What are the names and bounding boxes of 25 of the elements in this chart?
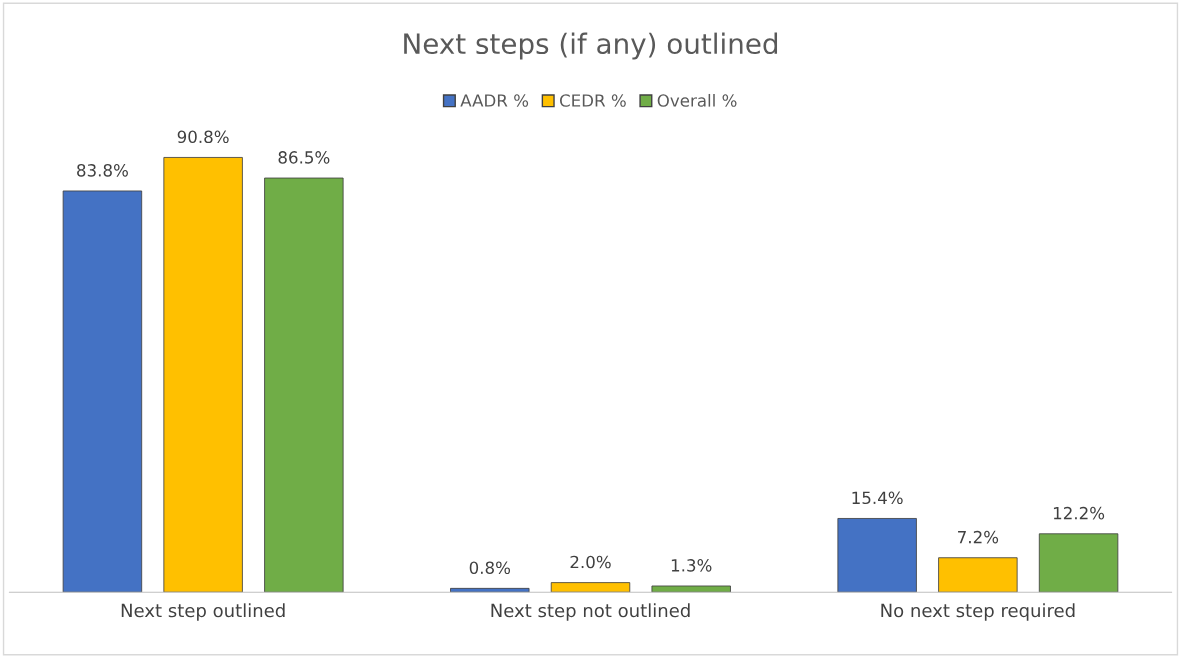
data-label: 83.8% [77, 164, 128, 177]
data-label: 0.8% [469, 561, 511, 575]
bar [264, 177, 344, 593]
data-label: 12.2% [1053, 506, 1105, 520]
bar [1038, 533, 1119, 593]
bar [938, 557, 1018, 593]
x-tick-label: Next step outlined [121, 603, 285, 621]
legend-label: Overall % [657, 93, 737, 107]
bar [163, 157, 243, 593]
x-tick-label: Next step not outlined [491, 603, 690, 621]
bar [651, 585, 731, 593]
data-label: 90.8% [177, 130, 229, 144]
data-label: 86.5% [278, 151, 330, 164]
bar [837, 518, 917, 593]
data-label: 2.0% [570, 555, 611, 569]
legend-label: CEDR % [559, 94, 626, 107]
bar [550, 582, 631, 593]
data-label: 7.2% [958, 530, 999, 544]
legend-label: AADR % [460, 94, 529, 107]
bar [62, 190, 143, 593]
data-label: 15.4% [852, 491, 903, 505]
chart-title: Next steps (if any) outlined [404, 32, 778, 60]
data-label: 1.3% [671, 559, 712, 572]
bar [450, 587, 530, 593]
x-tick-label: No next step required [881, 603, 1075, 621]
